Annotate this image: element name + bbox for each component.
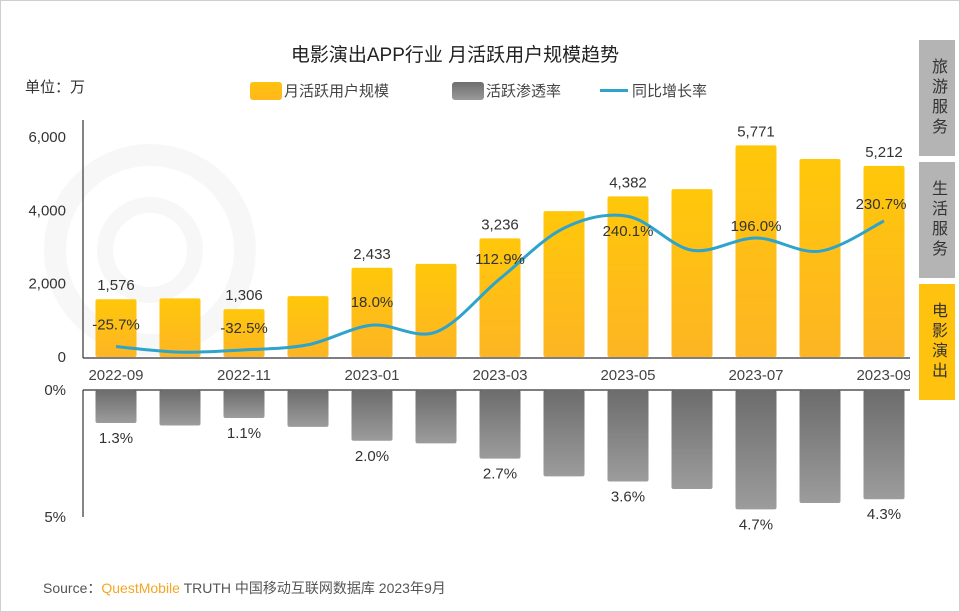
growth-data-label: 240.1% xyxy=(603,223,654,240)
mau-data-label: 5,212 xyxy=(865,144,903,161)
mau-bar xyxy=(863,165,905,357)
y-tick-label: 2,000 xyxy=(28,276,66,293)
penetration-data-label: 3.6% xyxy=(611,488,645,505)
mau-bar xyxy=(543,211,585,357)
mau-bar xyxy=(671,189,713,357)
penetration-bar xyxy=(863,390,905,500)
source-text: TRUTH 中国移动互联网数据库 2023年9月 xyxy=(179,580,446,596)
legend-swatch-line-icon xyxy=(600,89,628,92)
mau-bar xyxy=(159,298,201,357)
mau-data-label: 4,382 xyxy=(609,174,647,191)
y-tick-label: 0% xyxy=(44,382,66,399)
growth-data-label: -25.7% xyxy=(92,317,140,334)
penetration-data-label: 1.3% xyxy=(99,430,133,447)
penetration-bar xyxy=(351,390,393,441)
penetration-bar xyxy=(95,390,137,424)
penetration-bar xyxy=(799,390,841,504)
growth-data-label: 196.0% xyxy=(731,218,782,235)
legend-label: 月活跃用户规模 xyxy=(284,83,390,100)
y-tick-label: 0 xyxy=(58,349,66,366)
mau-data-label: 5,771 xyxy=(737,123,775,140)
y-tick-label: 4,000 xyxy=(28,202,66,219)
legend-swatch-bar-icon xyxy=(452,81,484,100)
chart-title: 电影演出APP行业 月活跃用户规模趋势 xyxy=(290,45,620,66)
growth-data-label: 112.9% xyxy=(475,251,525,268)
watermark xyxy=(44,144,256,356)
legend-growth: 同比增长率 xyxy=(600,80,707,101)
mau-data-label: 2,433 xyxy=(353,246,391,263)
y-tick-label: 6,000 xyxy=(28,129,66,146)
mau-bar xyxy=(415,263,457,357)
penetration-bar xyxy=(479,390,521,459)
penetration-bar xyxy=(607,390,649,482)
growth-data-label: -32.5% xyxy=(220,320,268,337)
mau-bar xyxy=(607,196,649,357)
penetration-bar xyxy=(287,390,329,427)
x-tick-label: 2023-03 xyxy=(472,367,527,384)
penetration-data-label: 2.7% xyxy=(483,466,517,483)
x-tick-label: 2022-11 xyxy=(217,367,271,384)
tab-travel-services[interactable]: 旅游服务 xyxy=(919,40,955,156)
mau-bar xyxy=(351,267,393,357)
legend-label: 同比增长率 xyxy=(632,83,708,100)
mau-bar xyxy=(735,145,777,357)
penetration-bar xyxy=(543,390,585,477)
penetration-data-label: 4.7% xyxy=(739,516,773,533)
growth-data-label: 230.7% xyxy=(856,196,907,213)
y-tick-label: 5% xyxy=(44,509,66,526)
mau-bar xyxy=(799,159,841,357)
x-tick-label: 2023-09 xyxy=(856,367,910,384)
x-tick-label: 2023-01 xyxy=(344,367,399,384)
mau-bar xyxy=(223,309,265,357)
penetration-bar xyxy=(223,390,265,418)
penetration-bar xyxy=(735,390,777,510)
penetration-data-label: 2.0% xyxy=(355,448,389,465)
tab-life-services[interactable]: 生活服务 xyxy=(919,162,955,278)
tab-movie-performance[interactable]: 电影演出 xyxy=(919,284,955,400)
mau-data-label: 1,576 xyxy=(97,277,135,294)
x-tick-label: 2023-07 xyxy=(728,367,783,384)
x-tick-label: 2022-09 xyxy=(88,367,143,384)
mau-bar xyxy=(95,299,137,357)
legend-swatch-bar-icon xyxy=(250,81,282,100)
source-note: Source：QuestMobile TRUTH 中国移动互联网数据库 2023… xyxy=(43,578,446,598)
chart-canvas: 0 2,000 4,000 6,000 0% 5% 1,576 1.3% 2022-09 1,30… xyxy=(28,120,910,533)
unit-label: 单位：万 xyxy=(25,79,86,96)
mau-data-label: 1,306 xyxy=(225,287,263,304)
source-prefix: Source： xyxy=(43,580,102,596)
legend-penetration: 活跃渗透率 xyxy=(452,80,561,101)
x-tick-label: 2023-05 xyxy=(600,367,655,384)
penetration-bar xyxy=(415,390,457,444)
penetration-data-label: 1.1% xyxy=(227,425,261,442)
legend-label: 活跃渗透率 xyxy=(486,83,562,100)
legend-mau: 月活跃用户规模 xyxy=(250,80,389,101)
growth-data-label: 18.0% xyxy=(351,294,394,311)
mau-data-label: 3,236 xyxy=(481,216,519,233)
source-brand-logo: QuestMobile xyxy=(101,580,180,596)
penetration-bar xyxy=(159,390,201,426)
growth-line xyxy=(115,213,885,354)
penetration-data-label: 4.3% xyxy=(867,506,901,523)
penetration-bar xyxy=(671,390,713,490)
